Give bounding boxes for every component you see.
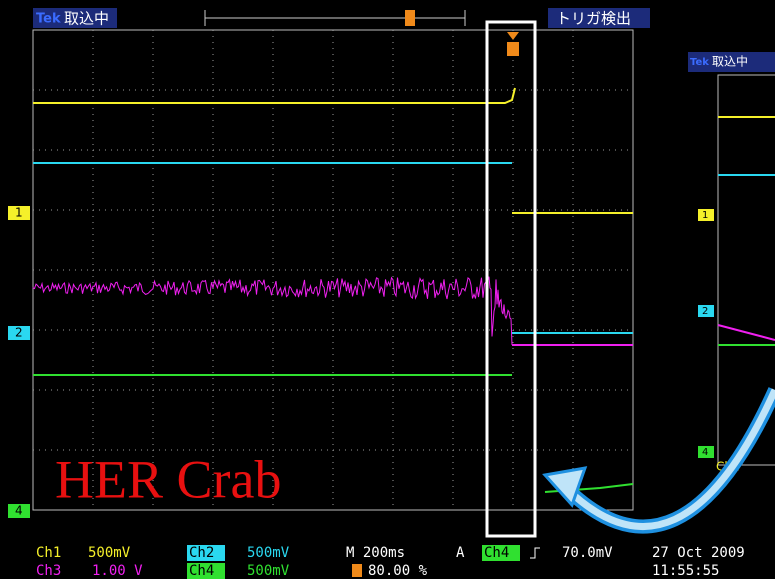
side-ch4-marker-label: 4 [702, 447, 708, 458]
ch2-marker-label: 2 [15, 326, 23, 340]
time: 11:55:55 [652, 563, 719, 579]
ch4-marker-label: 4 [15, 504, 23, 518]
acq-state: 取込中 [64, 10, 109, 28]
screenshot: Tek 取込中 トリガ検出 1 2 4 HER Crab Ch1 500mV C… [0, 0, 775, 579]
ch1-marker-label: 1 [15, 206, 23, 220]
trigger-position: 80.00 % [368, 563, 428, 579]
ch1-scale: 500mV [88, 545, 131, 561]
trigger-pos-icon [352, 564, 362, 577]
date: 27 Oct 2009 [652, 545, 745, 561]
trigger-status: トリガ検出 [556, 10, 631, 28]
ch4-label: Ch4 [189, 563, 214, 579]
ch2-label: Ch2 [189, 545, 214, 561]
side-brand: Tek [690, 57, 709, 68]
ch4-scale: 500mV [247, 563, 290, 579]
ch1-label: Ch1 [36, 545, 61, 561]
timebase: M 200ms [346, 545, 405, 561]
trigger-mode: A [456, 545, 465, 561]
brand: Tek [36, 12, 61, 27]
side-ch2-marker-label: 2 [702, 306, 708, 317]
ch2-scale: 500mV [247, 545, 290, 561]
trigger-marker-box [507, 42, 519, 56]
trigger-source: Ch4 [484, 545, 509, 561]
ch3-scale: 1.00 V [92, 563, 143, 579]
annotation: HER Crab [55, 449, 281, 509]
side-ch1-marker-label: 1 [702, 210, 708, 221]
ch3-label: Ch3 [36, 563, 61, 579]
side-acq-state: 取込中 [712, 54, 748, 69]
trigger-level: 70.0mV [562, 545, 613, 561]
trigger-pos-icon [405, 10, 415, 26]
